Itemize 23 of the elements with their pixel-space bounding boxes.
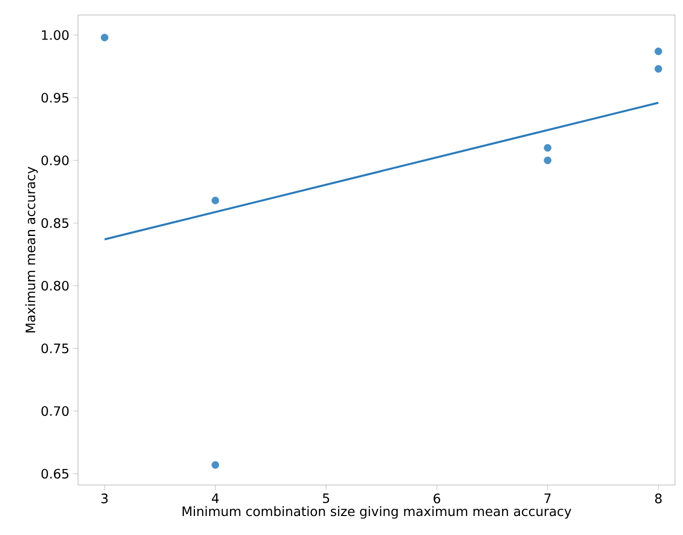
point: [544, 156, 552, 164]
point: [100, 34, 108, 42]
y-tick-label: 0.75: [42, 343, 68, 354]
y-tick-label: 0.95: [42, 92, 68, 103]
y-tick-label: 1.00: [42, 30, 69, 40]
point: [212, 196, 220, 204]
y-tick-label: 0.90: [42, 155, 69, 166]
x-tick-label: 8: [655, 494, 662, 504]
point: [654, 48, 662, 56]
x-axis-title: Minimum combination size giving maximum mean accuracy: [182, 506, 572, 519]
x-tick-label: 3: [101, 494, 108, 504]
y-tick-label: 0.70: [42, 406, 69, 416]
point: [654, 65, 662, 73]
x-tick-label: 4: [212, 494, 219, 503]
x-tick-label: 5: [322, 494, 330, 504]
y-tick-label: 0.80: [42, 280, 69, 291]
y-axis-title: Maximum mean accuracy: [25, 166, 38, 332]
point: [544, 144, 552, 152]
y-tick-label: 0.85: [42, 218, 68, 228]
y-tick-label: 0.65: [42, 468, 68, 479]
point: [212, 461, 220, 469]
x-tick-label: 7: [544, 494, 551, 503]
x-tick-label: 6: [434, 494, 440, 504]
